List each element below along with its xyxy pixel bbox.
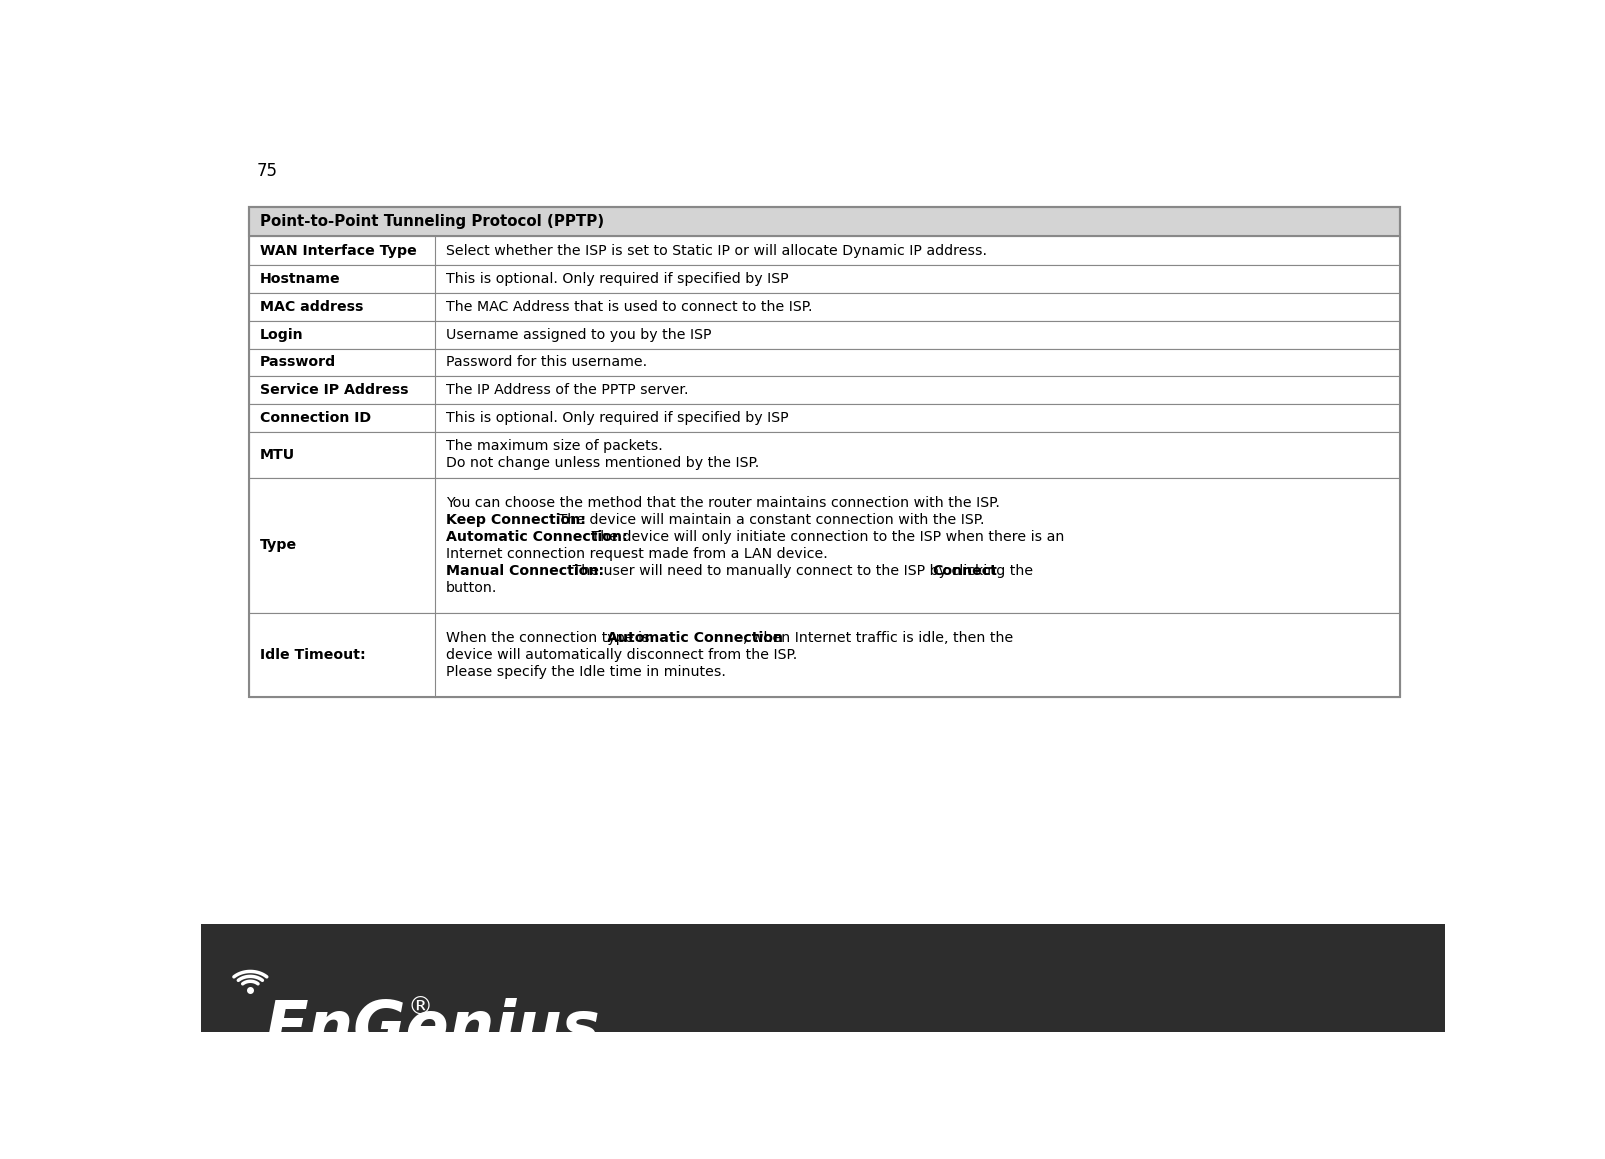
Text: Automatic Connection:: Automatic Connection: bbox=[445, 530, 628, 544]
Text: When the connection type is: When the connection type is bbox=[445, 630, 653, 646]
Bar bbox=[249, 321, 1400, 349]
Text: device will automatically disconnect from the ISP.: device will automatically disconnect fro… bbox=[445, 648, 796, 662]
Text: Keep Connection:: Keep Connection: bbox=[445, 512, 586, 527]
Text: The IP Address of the PPTP server.: The IP Address of the PPTP server. bbox=[445, 384, 687, 398]
Text: Manual Connection:: Manual Connection: bbox=[445, 563, 603, 577]
Text: Do not change unless mentioned by the ISP.: Do not change unless mentioned by the IS… bbox=[445, 457, 759, 471]
Bar bbox=[249, 236, 1400, 265]
Text: MTU: MTU bbox=[260, 447, 295, 461]
Text: The maximum size of packets.: The maximum size of packets. bbox=[445, 439, 661, 453]
Text: Hostname: Hostname bbox=[260, 272, 340, 286]
Text: WAN Interface Type: WAN Interface Type bbox=[260, 243, 416, 257]
Text: Password: Password bbox=[260, 356, 335, 370]
Text: Idle Timeout:: Idle Timeout: bbox=[260, 648, 366, 662]
Text: This is optional. Only required if specified by ISP: This is optional. Only required if speci… bbox=[445, 410, 788, 425]
Text: Select whether the ISP is set to Static IP or will allocate Dynamic IP address.: Select whether the ISP is set to Static … bbox=[445, 243, 985, 257]
Text: Type: Type bbox=[260, 538, 297, 552]
Text: Connect: Connect bbox=[931, 563, 997, 577]
Text: Connection ID: Connection ID bbox=[260, 410, 371, 425]
Text: This is optional. Only required if specified by ISP: This is optional. Only required if speci… bbox=[445, 272, 788, 286]
Text: Password for this username.: Password for this username. bbox=[445, 356, 647, 370]
Text: Username assigned to you by the ISP: Username assigned to you by the ISP bbox=[445, 328, 711, 342]
Bar bbox=[249, 206, 1400, 698]
Bar bbox=[249, 478, 1400, 613]
Bar bbox=[249, 206, 1400, 236]
Text: Please specify the Idle time in minutes.: Please specify the Idle time in minutes. bbox=[445, 665, 725, 679]
Text: Internet connection request made from a LAN device.: Internet connection request made from a … bbox=[445, 547, 827, 561]
Text: You can choose the method that the router maintains connection with the ISP.: You can choose the method that the route… bbox=[445, 496, 998, 510]
Text: The MAC Address that is used to connect to the ISP.: The MAC Address that is used to connect … bbox=[445, 300, 812, 314]
Text: EnGenius: EnGenius bbox=[265, 998, 600, 1059]
Bar bbox=[249, 404, 1400, 431]
Text: 75: 75 bbox=[257, 162, 278, 180]
Text: The user will need to manually connect to the ISP by clicking the: The user will need to manually connect t… bbox=[568, 563, 1037, 577]
Text: ®: ® bbox=[408, 996, 432, 1020]
Text: Automatic Connection: Automatic Connection bbox=[607, 630, 782, 646]
Bar bbox=[249, 349, 1400, 377]
Text: button.: button. bbox=[445, 581, 496, 595]
Bar bbox=[201, 925, 1444, 1032]
Text: The device will maintain a constant connection with the ISP.: The device will maintain a constant conn… bbox=[554, 512, 984, 527]
Bar bbox=[249, 613, 1400, 698]
Text: Service IP Address: Service IP Address bbox=[260, 384, 408, 398]
Text: Login: Login bbox=[260, 328, 303, 342]
Text: , when Internet traffic is idle, then the: , when Internet traffic is idle, then th… bbox=[743, 630, 1013, 646]
Text: MAC address: MAC address bbox=[260, 300, 363, 314]
Bar bbox=[249, 377, 1400, 404]
Text: Point-to-Point Tunneling Protocol (PPTP): Point-to-Point Tunneling Protocol (PPTP) bbox=[260, 214, 603, 229]
Bar bbox=[249, 293, 1400, 321]
Bar bbox=[249, 265, 1400, 293]
Text: The device will only initiate connection to the ISP when there is an: The device will only initiate connection… bbox=[586, 530, 1063, 544]
Bar bbox=[249, 431, 1400, 478]
